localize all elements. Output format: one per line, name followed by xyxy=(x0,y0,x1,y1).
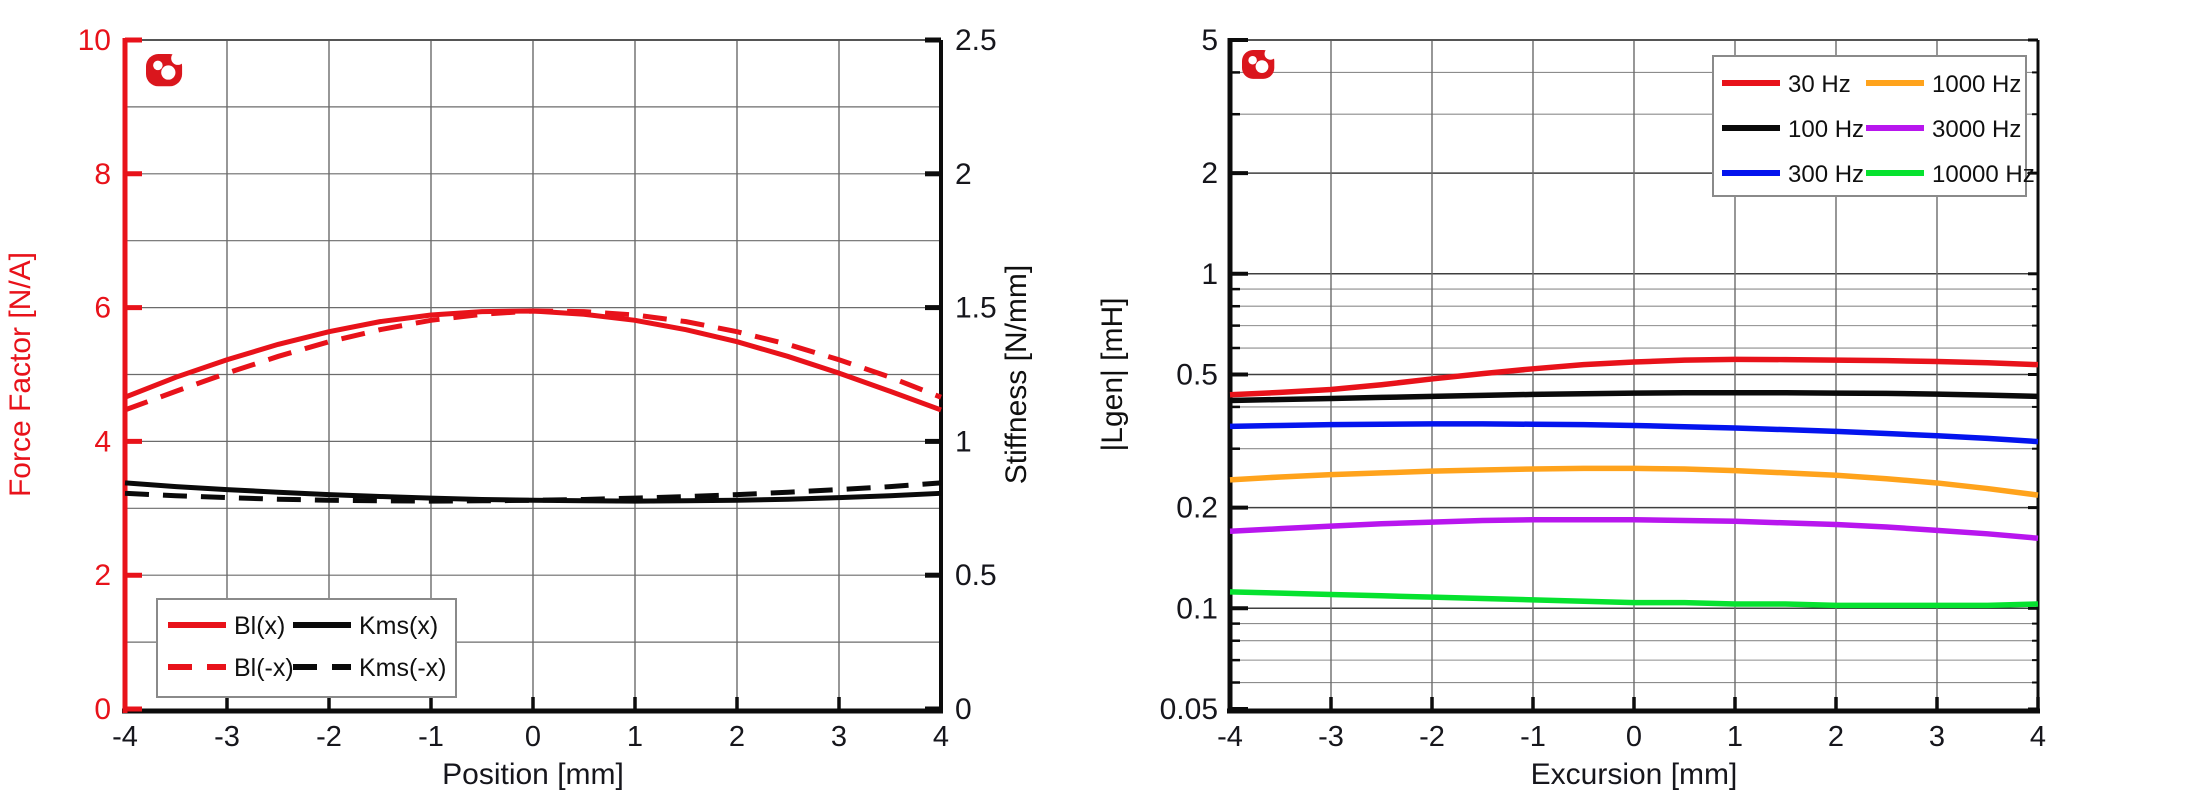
x-tick-label: 1 xyxy=(627,721,643,753)
y-left-tick-label: 6 xyxy=(94,292,111,325)
legend-label: 1000 Hz xyxy=(1932,71,2021,98)
legend-label: Bl(x) xyxy=(234,612,285,640)
series-bl-x- xyxy=(124,308,942,413)
y-right-tick-label: 1 xyxy=(955,425,972,458)
y-right-tick-label: 2 xyxy=(955,158,972,191)
series-3000-hz xyxy=(1229,516,2039,541)
y-left-tick-label: 10 xyxy=(78,24,111,57)
legend-label: Kms(-x) xyxy=(359,654,446,682)
y-tick-label: 1 xyxy=(1201,258,1218,291)
series-300-hz xyxy=(1229,421,2039,445)
legend-label: Kms(x) xyxy=(359,612,438,640)
logo-dot-large xyxy=(161,65,176,80)
series-10000-hz xyxy=(1229,589,2039,609)
legend-label: 100 Hz xyxy=(1788,116,1864,143)
x-tick-label: -1 xyxy=(1520,721,1546,753)
y-tick-label: 0.05 xyxy=(1160,693,1218,726)
series-30-hz xyxy=(1229,356,2039,398)
series-kms-x- xyxy=(124,480,942,504)
y-right-tick-label: 1.5 xyxy=(955,292,997,325)
klippel-logo-icon xyxy=(1242,47,1277,79)
legend: Bl(x) Kms(x) Bl(-x) Kms(-x) xyxy=(156,598,457,698)
series-kms-x- xyxy=(124,480,942,504)
x-tick-label: 4 xyxy=(933,721,949,753)
legend-label: 10000 Hz xyxy=(1932,161,2035,188)
series-1000-hz xyxy=(1229,465,2039,498)
x-tick-label: -2 xyxy=(316,721,342,753)
logo-dot-large xyxy=(1255,60,1269,73)
y-axis-title-left: Force Factor [N/A] xyxy=(4,252,37,497)
x-tick-label: -3 xyxy=(1318,721,1344,753)
legend-label: 3000 Hz xyxy=(1932,116,2021,143)
klippel-logo-icon xyxy=(146,51,185,87)
x-tick-label: 3 xyxy=(831,721,847,753)
y-left-tick-label: 4 xyxy=(94,425,111,458)
y-right-tick-label: 0.5 xyxy=(955,559,997,592)
x-tick-label: 3 xyxy=(1929,721,1945,753)
x-axis-title: Position [mm] xyxy=(442,758,624,791)
y-tick-label: 2 xyxy=(1201,157,1218,190)
x-axis-title: Excursion [mm] xyxy=(1531,758,1738,791)
x-tick-label: -3 xyxy=(214,721,240,753)
x-tick-label: 2 xyxy=(1828,721,1844,753)
legend-label: 300 Hz xyxy=(1788,161,1864,188)
logo-dot-small xyxy=(1248,55,1257,65)
series-100-hz xyxy=(1229,389,2039,404)
y-tick-label: 0.1 xyxy=(1176,592,1218,625)
y-left-tick-label: 2 xyxy=(94,559,111,592)
x-tick-label: -4 xyxy=(1217,721,1243,753)
logo-notch xyxy=(171,51,185,65)
x-tick-label: 0 xyxy=(525,721,541,753)
y-left-tick-label: 0 xyxy=(94,693,111,726)
x-tick-label: 1 xyxy=(1727,721,1743,753)
x-tick-label: 2 xyxy=(729,721,745,753)
x-tick-label: -1 xyxy=(418,721,444,753)
y-axis-title: |Lgen| [mH] xyxy=(1100,298,1129,452)
legend-label: Bl(-x) xyxy=(234,654,294,682)
y-tick-label: 0.5 xyxy=(1176,359,1218,392)
y-tick-label: 0.2 xyxy=(1176,492,1218,525)
y-axis-title-right: Stiffness [N/mm] xyxy=(1000,265,1033,485)
x-tick-label: -4 xyxy=(112,721,138,753)
y-left-tick-label: 8 xyxy=(94,158,111,191)
logo-notch xyxy=(1264,47,1277,60)
x-tick-label: 0 xyxy=(1626,721,1642,753)
y-right-tick-label: 2.5 xyxy=(955,24,997,57)
y-right-tick-label: 0 xyxy=(955,693,972,726)
legend: 30 Hz 1000 Hz 100 Hz 3000 Hz 300 Hz 10000 Hz xyxy=(1712,55,2035,197)
logo-dot-small xyxy=(153,60,163,71)
legend-label: 30 Hz xyxy=(1788,71,1851,98)
x-tick-label: 4 xyxy=(2030,721,2046,753)
legend-box xyxy=(156,598,457,698)
force-factor-stiffness-chart: -4 -3 -2 -1 0 1 2 3 4 Position [mm] 0 2 4 6 8 10 0 0.5 1 1.… xyxy=(4,24,1033,791)
y-tick-label: 5 xyxy=(1201,24,1218,57)
inductance-excursion-chart: -4 -3 -2 -1 0 1 2 3 4 Excursion [mm] 5 2 1 0.5 0.2 0.1 0… xyxy=(1100,24,2046,791)
x-tick-label: -2 xyxy=(1419,721,1445,753)
